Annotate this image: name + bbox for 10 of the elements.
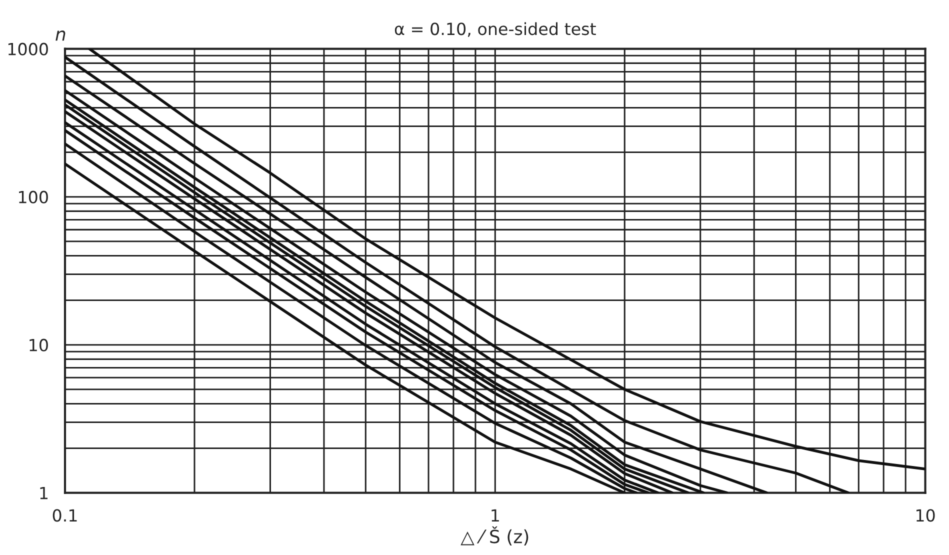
y-tick-label: 10: [30, 338, 48, 352]
y-tick-label: 100: [19, 190, 48, 204]
chart-title: α = 0.10, one-sided test: [394, 22, 596, 37]
y-tick-label: 1000: [8, 42, 48, 56]
y-tick-label: 1: [40, 487, 48, 500]
x-tick-label: 0.1: [52, 509, 77, 522]
y-axis-title: n: [56, 30, 66, 41]
x-tick-label: 10: [916, 509, 935, 522]
x-tick-label: 1: [492, 509, 499, 522]
x-axis-title: △ ⁄ Š (z): [460, 526, 528, 546]
